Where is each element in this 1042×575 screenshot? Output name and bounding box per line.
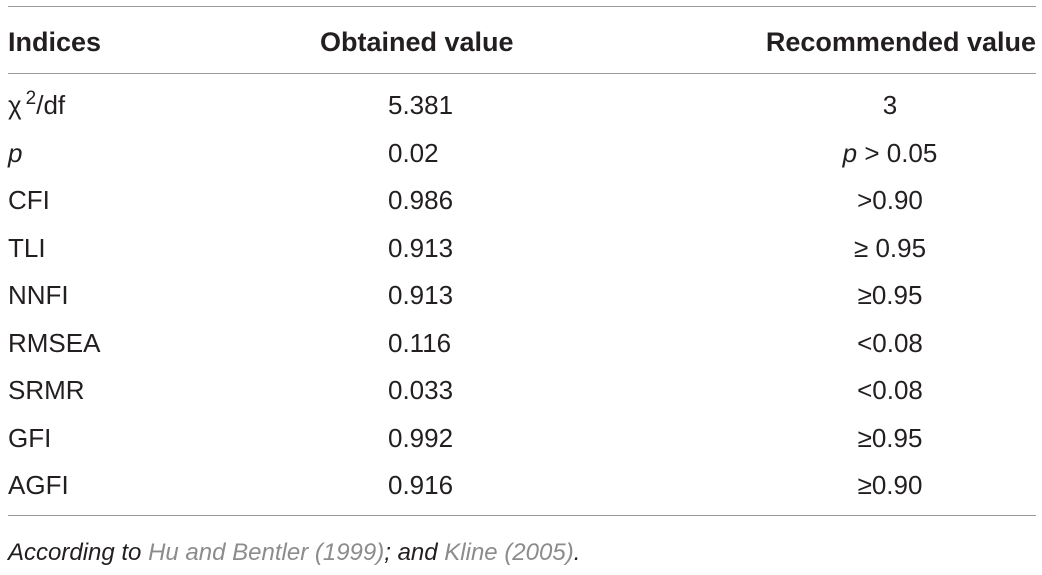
index-cell: SRMR xyxy=(8,375,85,405)
table-row: χ 2/df 5.381 3 xyxy=(8,84,1036,132)
obtained-cell: 0.913 xyxy=(388,280,454,310)
obtained-cell: 0.916 xyxy=(388,470,454,500)
table-header-row: Indices Obtained value Recommended value xyxy=(8,7,1036,73)
recommended-cell: ≥ 0.95 xyxy=(853,232,927,263)
table-body: χ 2/df 5.381 3 p 0.02 p > 0.05 CFI 0.986 … xyxy=(8,74,1036,512)
recommended-cell: <0.08 xyxy=(857,327,923,358)
recommended-cell: ≥0.95 xyxy=(857,422,923,453)
obtained-cell: 0.913 xyxy=(388,232,454,263)
recommended-cell: 3 xyxy=(882,90,898,120)
recommended-cell: >0.90 xyxy=(857,185,923,215)
chi-symbol: χ xyxy=(8,90,22,120)
header-recommended-value: Recommended value xyxy=(765,27,1036,57)
header-obtained-value: Obtained value xyxy=(320,27,514,57)
index-cell: p xyxy=(8,137,23,168)
footnote-suffix: . xyxy=(573,539,581,566)
chi-exponent: 2 xyxy=(25,88,37,109)
recommended-p-rest: > 0.05 xyxy=(857,137,938,168)
table-footnote: According to Hu and Bentler (1999); and … xyxy=(8,539,580,567)
table-row: GFI 0.992 ≥0.95 xyxy=(8,417,1036,465)
fit-indices-table: Indices Obtained value Recommended value… xyxy=(8,6,1036,516)
reference-link-hu-bentler[interactable]: Hu and Bentler (1999) xyxy=(148,539,385,566)
recommended-cell: ≥0.95 xyxy=(857,280,923,310)
recommended-p-symbol: p xyxy=(842,137,858,168)
table-row: CFI 0.986 >0.90 xyxy=(8,179,1036,227)
index-cell: RMSEA xyxy=(8,327,101,358)
header-indices: Indices xyxy=(8,27,102,57)
reference-link-kline[interactable]: Kline (2005) xyxy=(444,539,574,566)
obtained-cell: 0.986 xyxy=(388,185,454,215)
top-rule xyxy=(8,6,1036,7)
index-cell: CFI xyxy=(8,185,50,215)
obtained-cell: 0.02 xyxy=(388,137,439,168)
obtained-cell: 0.033 xyxy=(388,375,454,405)
index-cell: NNFI xyxy=(8,280,69,310)
table-row: TLI 0.913 ≥ 0.95 xyxy=(8,227,1036,275)
table-row: SRMR 0.033 <0.08 xyxy=(8,369,1036,417)
index-cell: GFI xyxy=(8,422,52,453)
table-row: NNFI 0.913 ≥0.95 xyxy=(8,274,1036,322)
obtained-cell: 0.992 xyxy=(388,422,454,453)
index-cell: AGFI xyxy=(8,470,69,500)
bottom-rule xyxy=(8,514,1036,516)
obtained-cell: 0.116 xyxy=(388,327,452,358)
recommended-cell: p > 0.05 xyxy=(843,138,938,169)
recommended-cell: ≥0.90 xyxy=(857,470,923,500)
index-cell: TLI xyxy=(8,232,46,263)
recommended-cell: <0.08 xyxy=(857,375,923,405)
footnote-middle: ; and xyxy=(384,539,445,566)
obtained-cell: 5.381 xyxy=(388,90,454,120)
table-row: RMSEA 0.116 <0.08 xyxy=(8,322,1036,370)
header-rule xyxy=(8,73,1036,74)
footnote-prefix: According to xyxy=(8,539,149,566)
table-row: p 0.02 p > 0.05 xyxy=(8,132,1036,180)
chi-suffix: /df xyxy=(36,90,66,120)
table-row: AGFI 0.916 ≥0.90 xyxy=(8,464,1036,512)
index-cell: χ 2/df xyxy=(8,88,66,121)
